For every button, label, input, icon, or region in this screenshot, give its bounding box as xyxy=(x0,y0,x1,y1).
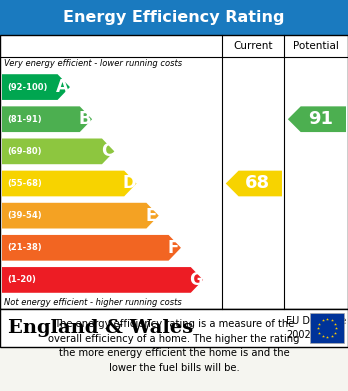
Text: (92-100): (92-100) xyxy=(7,83,47,91)
Text: C: C xyxy=(101,142,113,160)
Polygon shape xyxy=(288,106,346,132)
Text: Current: Current xyxy=(233,41,273,51)
Text: (21-38): (21-38) xyxy=(7,243,42,252)
Text: (1-20): (1-20) xyxy=(7,275,36,284)
Text: Very energy efficient - lower running costs: Very energy efficient - lower running co… xyxy=(4,59,182,68)
Polygon shape xyxy=(2,170,136,196)
Text: F: F xyxy=(168,239,179,257)
Bar xyxy=(310,313,344,343)
Bar xyxy=(0,35,348,309)
Polygon shape xyxy=(2,267,203,293)
Text: (69-80): (69-80) xyxy=(7,147,41,156)
Polygon shape xyxy=(2,138,114,164)
Text: 68: 68 xyxy=(245,174,270,192)
Bar xyxy=(0,0,348,35)
Text: Energy Efficiency Rating: Energy Efficiency Rating xyxy=(63,10,285,25)
Polygon shape xyxy=(2,203,159,228)
Text: (39-54): (39-54) xyxy=(7,211,42,220)
Text: A: A xyxy=(56,78,69,96)
Text: Potential: Potential xyxy=(293,41,339,51)
Text: The energy efficiency rating is a measure of the
overall efficiency of a home. T: The energy efficiency rating is a measur… xyxy=(48,319,300,373)
Text: (55-68): (55-68) xyxy=(7,179,42,188)
Polygon shape xyxy=(226,170,282,196)
Text: B: B xyxy=(78,110,91,128)
Text: E: E xyxy=(145,206,157,225)
Bar xyxy=(0,309,348,347)
Text: (81-91): (81-91) xyxy=(7,115,42,124)
Polygon shape xyxy=(2,74,70,100)
Polygon shape xyxy=(2,106,92,132)
Text: EU Directive
2002/91/EC: EU Directive 2002/91/EC xyxy=(286,316,346,340)
Polygon shape xyxy=(2,235,181,261)
Text: England & Wales: England & Wales xyxy=(8,319,193,337)
Text: 91: 91 xyxy=(308,110,333,128)
Text: D: D xyxy=(122,174,136,192)
Text: Not energy efficient - higher running costs: Not energy efficient - higher running co… xyxy=(4,298,182,307)
Text: G: G xyxy=(189,271,203,289)
